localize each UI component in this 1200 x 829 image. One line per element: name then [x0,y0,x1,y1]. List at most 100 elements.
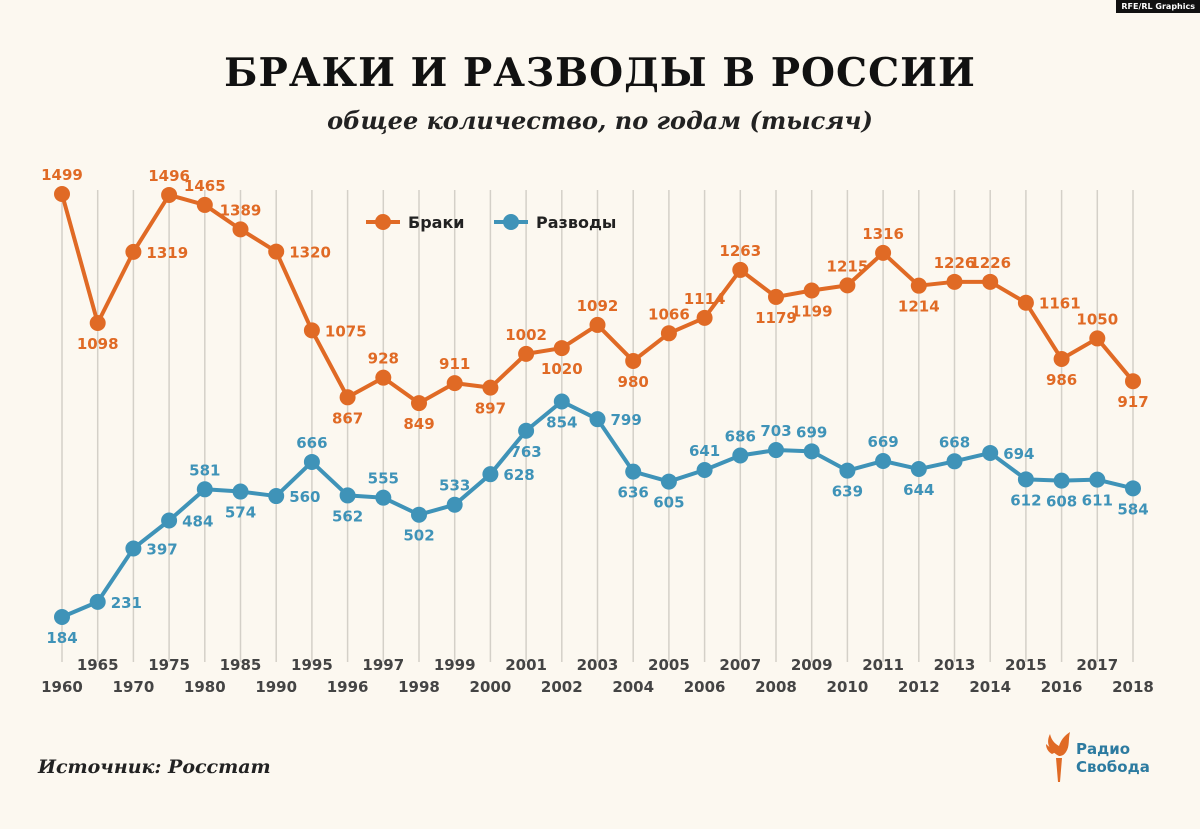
marriages-data-label: 1215 [827,257,869,275]
marriages-point [875,244,892,261]
marriages-data-label: 1226 [969,254,1011,272]
x-tick-label: 2017 [1076,656,1118,674]
divorces-point [1125,480,1141,497]
divorces-point [54,609,70,625]
divorces-point [411,506,427,523]
divorces-point [982,444,999,461]
divorces-data-label: 584 [1117,500,1148,518]
divorces-data-label: 699 [796,423,827,441]
divorces-point [625,463,642,480]
x-tick-label: 2005 [648,656,690,674]
divorces-point [125,540,142,557]
x-tick-label: 2003 [577,656,619,674]
divorces-data-label: 763 [510,443,541,461]
divorces-point [660,473,677,490]
divorces-point [161,512,178,529]
divorces-data-label: 628 [503,466,534,484]
x-tick-label: 2014 [969,678,1011,696]
marriages-point [803,282,820,299]
marriages-point [1017,294,1034,311]
divorces-data-label: 533 [439,477,470,495]
marriages-data-label: 928 [368,350,399,368]
marriages-data-label: 980 [618,373,649,391]
x-tick-label: 2016 [1041,678,1083,696]
divorces-point [303,453,320,470]
divorces-data-label: 612 [1010,491,1041,509]
x-tick-label: 2007 [719,656,761,674]
marriages-point [303,322,320,339]
divorces-point [375,489,392,506]
x-tick-label: 2011 [862,656,904,674]
divorces-point [518,422,535,439]
x-tick-label: 2018 [1112,678,1154,696]
marriages-point [1125,373,1141,390]
divorces-data-label: 611 [1082,492,1113,510]
marriages-point [268,243,285,260]
divorces-data-label: 668 [939,433,970,451]
x-tick-label: 1999 [434,656,476,674]
x-tick-label: 2004 [612,678,654,696]
x-tick-label: 2000 [470,678,512,696]
divorces-point [268,488,285,505]
x-tick-label: 2008 [755,678,797,696]
divorces-point [696,461,713,478]
divorces-point [768,442,784,459]
marriages-data-label: 1226 [934,254,976,272]
x-tick-label: 1996 [327,678,369,696]
x-tick-label: 1975 [148,656,190,674]
marriages-point [910,277,927,294]
x-tick-label: 2002 [541,678,583,696]
marriages-data-label: 897 [475,400,506,418]
x-tick-label: 1998 [398,678,440,696]
divorces-data-label: 562 [332,507,363,525]
marriages-point [982,273,999,290]
divorces-point [946,453,963,470]
marriages-data-label: 1179 [755,309,797,327]
marriages-point [339,389,356,406]
x-tick-label: 1960 [41,678,83,696]
marriages-point [411,395,427,412]
marriages-point [446,375,463,392]
chart-subtitle: общее количество, по годам (тысяч) [327,106,873,135]
divorces-data-label: 703 [760,422,791,440]
x-tick-label: 2001 [505,656,547,674]
marriages-data-label: 1263 [719,242,761,260]
marriages-point [518,345,535,362]
divorces-data-label: 636 [618,484,649,502]
marriages-data-label: 1496 [148,167,190,185]
x-tick-label: 1990 [255,678,297,696]
marriages-data-label: 1320 [289,244,331,262]
divorces-data-label: 608 [1046,493,1077,511]
divorces-point [589,411,606,428]
marriages-data-label: 1199 [791,303,833,321]
credit-label: RFE/RL Graphics [1116,0,1200,13]
divorces-data-label: 574 [225,504,256,522]
marriages-point [696,309,713,326]
marriages-point [482,379,499,396]
marriages-point [1053,351,1070,368]
divorces-point [875,452,892,469]
divorces-data-label: 669 [867,433,898,451]
marriages-data-label: 1389 [220,201,262,219]
divorces-data-label: 231 [111,594,142,612]
x-tick-label: 1980 [184,678,226,696]
marriages-point [660,325,677,342]
x-tick-label: 2015 [1005,656,1047,674]
x-tick-label: 2006 [684,678,726,696]
divorces-data-label: 686 [725,428,756,446]
divorces-data-label: 397 [146,540,177,558]
marriages-data-label: 1075 [325,322,367,340]
marriages-data-label: 1050 [1076,310,1118,328]
marriages-point [946,273,963,290]
x-tick-label: 2013 [934,656,976,674]
marriages-data-label: 911 [439,355,470,373]
x-tick-label: 2010 [827,678,869,696]
marriages-data-label: 849 [403,415,434,433]
divorces-point [339,487,356,504]
x-tick-label: 1965 [77,656,119,674]
divorces-point [196,481,213,498]
divorces-data-label: 605 [653,494,684,512]
divorces-data-label: 502 [403,527,434,545]
legend-marker [503,214,519,230]
legend-label: Разводы [536,213,616,232]
